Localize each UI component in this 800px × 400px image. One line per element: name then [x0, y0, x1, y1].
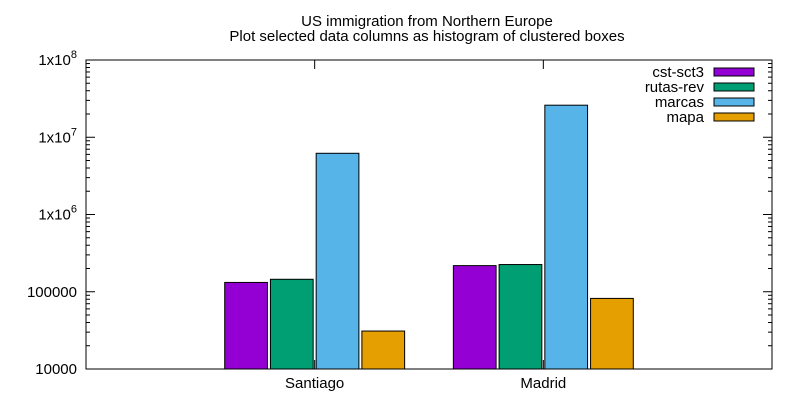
legend-swatch [713, 97, 755, 107]
bar-marcas-santiago [315, 152, 360, 370]
chart-title: US immigration from Northern Europe [301, 13, 553, 30]
y-tick-label: 100000 [27, 284, 77, 301]
x-tick-label: Santiago [285, 375, 344, 392]
bar-mapa-santiago [361, 330, 406, 370]
legend-swatch [713, 67, 755, 77]
legend-label: rutas-rev [645, 79, 705, 96]
legend-swatch [713, 112, 755, 122]
bar-rutas-rev-santiago [269, 278, 314, 370]
x-axis: Santiago Madrid [285, 60, 566, 392]
x-tick-label: Madrid [520, 375, 566, 392]
bar-marcas-madrid [544, 104, 589, 370]
legend-label: mapa [666, 109, 704, 126]
bars-group [224, 104, 634, 370]
bar-rutas-rev-madrid [498, 264, 543, 370]
chart-subtitle: Plot selected data columns as histogram … [229, 28, 624, 45]
legend-label: cst-sct3 [652, 64, 704, 81]
bar-cst-sct3-madrid [452, 265, 497, 370]
y-axis: 10000 100000 1x106 1x107 1x108 [27, 49, 772, 378]
bar-mapa-madrid [590, 297, 634, 370]
y-tick-label: 1x106 [38, 204, 77, 224]
y-tick-label: 1x107 [38, 126, 77, 146]
bar-cst-sct3-santiago [224, 281, 268, 370]
y-tick-label: 1x108 [38, 49, 77, 69]
legend-swatch [713, 82, 755, 92]
y-tick-label: 10000 [35, 361, 77, 378]
legend-label: marcas [655, 94, 704, 111]
